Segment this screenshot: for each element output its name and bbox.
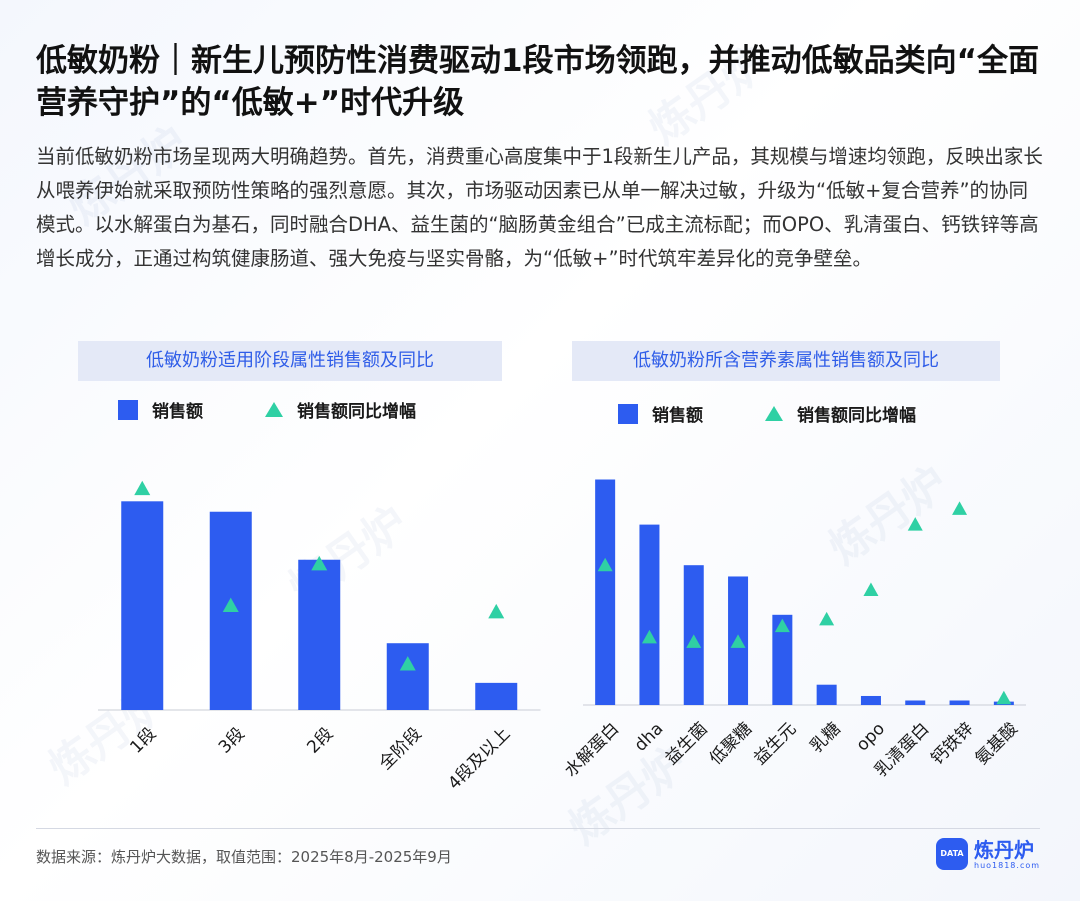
legend-marker-label: 销售额同比增幅 — [297, 402, 416, 422]
x-tick-label: dha — [631, 719, 668, 756]
growth-marker — [996, 690, 1012, 705]
x-tick-label: 水解蛋白 — [561, 719, 623, 781]
x-tick-label: 低聚糖 — [706, 719, 756, 769]
footer-divider — [36, 828, 1040, 829]
brand-logo: DATA 炼丹炉 huo1818.com — [936, 838, 1040, 870]
x-tick-label: 氨基酸 — [972, 719, 1022, 769]
bar — [816, 684, 837, 705]
x-tick-label: 益生菌 — [662, 719, 712, 769]
legend-stage: 销售额 销售额同比增幅 — [118, 397, 416, 422]
growth-marker — [686, 634, 702, 648]
bar — [475, 682, 518, 710]
bar — [121, 501, 164, 710]
logo-url: huo1818.com — [974, 860, 1041, 870]
legend-nutrient: 销售额 销售额同比增幅 — [618, 401, 916, 426]
bar — [772, 614, 793, 705]
growth-marker — [134, 480, 151, 496]
legend-bar-label: 销售额 — [152, 402, 203, 422]
x-tick-label: 3段 — [215, 724, 249, 758]
growth-marker — [641, 629, 657, 644]
x-tick-label: 乳糖 — [806, 719, 844, 757]
growth-marker — [488, 603, 505, 619]
x-tick-label: 全阶段 — [376, 724, 426, 774]
growth-marker — [730, 634, 746, 648]
bar — [860, 695, 881, 705]
bar — [595, 479, 616, 705]
x-tick-label: 2段 — [303, 724, 337, 758]
chart-title-stage: 低敏奶粉适用阶段属性销售额及同比 — [78, 341, 502, 381]
legend-bar-swatch — [618, 403, 638, 424]
x-tick-label: 益生元 — [750, 719, 800, 769]
stage-bar-chart: 1段 3段 2段 全阶段 4段及以上 — [98, 480, 541, 794]
bar — [298, 559, 341, 710]
legend-bar-label: 销售额 — [652, 406, 703, 426]
logo-name: 炼丹炉 — [974, 837, 1034, 862]
bar — [386, 643, 429, 710]
growth-marker — [222, 597, 239, 613]
legend-triangle-swatch — [765, 406, 783, 421]
logo-icon: DATA — [936, 838, 968, 870]
page-description: 当前低敏奶粉市场呈现两大明确趋势。首先，消费重心高度集中于1段新生儿产品，其规模… — [36, 145, 1043, 270]
chart-title-nutrient: 低敏奶粉所含营养素属性销售额及同比 — [572, 341, 1000, 381]
legend-marker-label: 销售额同比增幅 — [797, 406, 916, 426]
page-title: 低敏奶粉｜新生儿预防性消费驱动1段市场领跑，并推动低敏品类向“全面营养守护”的“… — [36, 43, 1039, 121]
growth-marker — [907, 517, 923, 531]
bar — [949, 700, 970, 705]
bar — [905, 700, 926, 705]
growth-marker — [774, 618, 790, 633]
growth-marker — [399, 656, 416, 671]
growth-marker — [311, 555, 328, 571]
x-tick-label: 钙铁锌 — [927, 719, 977, 769]
x-tick-label: opo — [852, 719, 888, 755]
bar — [639, 524, 660, 705]
legend-bar-swatch — [118, 399, 138, 420]
growth-marker — [819, 611, 835, 626]
legend-triangle-swatch — [265, 402, 283, 417]
growth-marker — [597, 557, 613, 572]
x-tick-label: 1段 — [126, 724, 160, 758]
x-tick-label: 4段及以上 — [444, 724, 514, 794]
growth-marker — [863, 582, 879, 596]
data-source: 数据来源：炼丹炉大数据，取值范围：2025年8月-2025年9月 — [36, 848, 452, 866]
growth-marker — [952, 501, 968, 515]
